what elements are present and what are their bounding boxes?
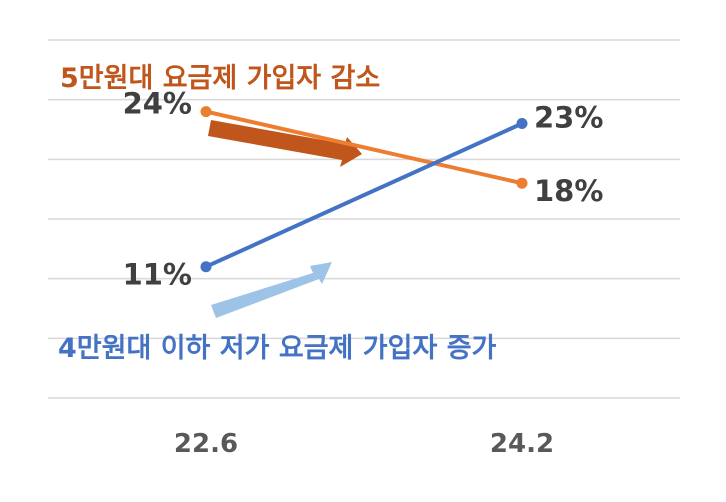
series-line-0 [205, 109, 523, 186]
x-tick-label: 24.2 [490, 429, 554, 459]
series-line-1 [205, 121, 523, 269]
data-point-s1-0 [200, 261, 212, 273]
data-point-s0-1 [516, 177, 528, 189]
data-point-s1-1 [516, 118, 528, 130]
decrease-arrow [208, 120, 362, 167]
series-lines [205, 109, 523, 269]
data-label-24.2-5만원대: 18% [534, 174, 603, 208]
annotation-decrease: 5만원대 요금제 가입자 감소 [60, 63, 380, 94]
series-points [200, 106, 528, 273]
data-label-22.6-5만원대: 24% [123, 87, 192, 121]
x-tick-label: 22.6 [174, 429, 238, 459]
data-label-24.2-4만원대: 23% [534, 101, 603, 135]
gridlines [48, 39, 680, 399]
increase-arrow [211, 262, 332, 318]
data-label-22.6-4만원대: 11% [123, 258, 192, 292]
data-point-s0-0 [200, 106, 212, 118]
annotation-increase: 4만원대 이하 저가 요금제 가입자 증가 [58, 333, 497, 364]
